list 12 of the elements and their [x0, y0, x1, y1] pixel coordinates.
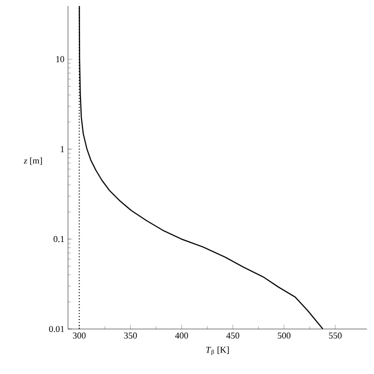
x-tick-label: 450 — [226, 332, 240, 339]
y-tick-label: 0.1 — [54, 236, 64, 242]
y-tick-label: 10 — [56, 56, 64, 62]
y-axis-title: z [m] — [24, 157, 42, 165]
y-tick-label: 0.01 — [49, 326, 64, 332]
x-tick-label: 550 — [329, 332, 342, 339]
y-tick-label: 1 — [60, 146, 64, 152]
x-tick-label: 400 — [175, 332, 188, 339]
x-axis-title: T$_{β}$ [K] — [206, 346, 229, 356]
x-tick-label: 350 — [124, 332, 137, 339]
x-tick-label: 300 — [72, 332, 86, 339]
x-tick-label: 500 — [278, 332, 290, 339]
